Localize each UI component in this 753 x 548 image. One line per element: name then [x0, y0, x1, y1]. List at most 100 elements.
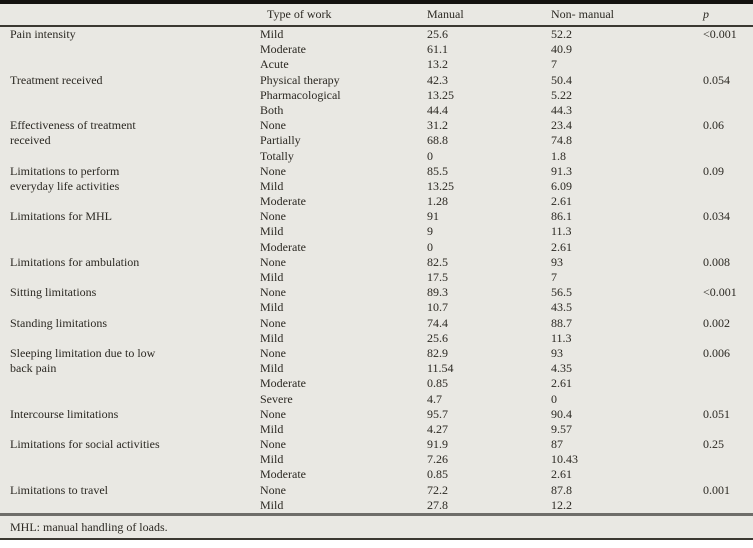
table-row: Moderate 0.85 2.61: [0, 376, 753, 392]
manual-value-cell: 27.8: [427, 497, 448, 512]
row-group-label: Pain intensity: [10, 27, 76, 41]
non-manual-value-cell: 90.4: [551, 406, 572, 421]
row-group-label: Limitations for MHL: [10, 209, 112, 224]
row-group-label: Treatment received: [10, 72, 103, 87]
row-group-label: Limitations for social activities: [10, 437, 160, 452]
header-non-manual: Non- manual: [551, 7, 614, 21]
non-manual-value-cell: 52.2: [551, 27, 572, 41]
p-value-cell: 0.034: [703, 209, 730, 224]
manual-value-cell: 13.25: [427, 178, 454, 193]
row-label-cell: Limitations for social activities: [0, 437, 260, 452]
row-label-cell: Limitations for MHL: [0, 209, 260, 224]
row-label-cell: [0, 42, 260, 57]
row-group-label: Limitations to perform everyday life act…: [10, 163, 120, 193]
non-manual-value-cell: 87.8: [551, 482, 572, 497]
table-row: Sitting limitations None 89.3 56.5 <0.001: [0, 285, 753, 301]
type-of-work-cell: Mild: [260, 224, 284, 239]
non-manual-value-cell: 7: [551, 57, 557, 72]
table-row: Moderate 1.28 2.61: [0, 194, 753, 210]
p-value-cell: 0.054: [703, 72, 730, 87]
manual-value-cell: 74.4: [427, 315, 448, 330]
table-row: Mild 10.7 43.5: [0, 300, 753, 316]
row-label-cell: Limitations to travel: [0, 483, 260, 498]
type-of-work-cell: Mild: [260, 178, 284, 193]
p-value-cell: [703, 376, 753, 391]
manual-value-cell: 82.5: [427, 254, 448, 269]
non-manual-value-cell: 2.61: [551, 194, 572, 209]
row-group-label: Sleeping limitation due to low back pain: [10, 345, 156, 376]
p-value-cell: [703, 300, 753, 315]
type-of-work-cell: None: [260, 163, 286, 178]
row-label-cell: [0, 270, 260, 285]
row-group-label: Limitations to travel: [10, 482, 108, 497]
type-of-work-cell: Moderate: [260, 467, 306, 482]
table-row: Intercourse limitations None 95.7 90.4 0.051: [0, 406, 753, 422]
p-value-cell: 0.25: [703, 437, 724, 452]
non-manual-value-cell: 56.5: [551, 285, 572, 300]
p-value-cell: 0.008: [703, 254, 730, 269]
p-value-cell: <0.001: [703, 285, 737, 300]
table-row: Moderate 0.85 2.61: [0, 467, 753, 483]
p-value-cell: [703, 270, 753, 285]
p-value-cell: 0.002: [703, 315, 730, 330]
table-row: Limitations to perform everyday life act…: [0, 163, 753, 193]
manual-value-cell: 0: [427, 148, 433, 163]
non-manual-value-cell: 74.8: [551, 133, 572, 148]
non-manual-value-cell: 2.61: [551, 467, 572, 482]
manual-value-cell: 25.6: [427, 27, 448, 41]
row-group-label: Sitting limitations: [10, 285, 97, 300]
header-p-value: p: [703, 7, 709, 21]
table-footnote-rule: [0, 513, 753, 516]
header-underline-rule: [0, 25, 753, 27]
manual-value-cell: 17.5: [427, 270, 448, 284]
type-of-work-cell: None: [260, 315, 286, 330]
manual-value-cell: 85.5: [427, 163, 448, 178]
non-manual-value-cell: 43.5: [551, 300, 572, 315]
row-label-cell: Limitations for ambulation: [0, 255, 260, 270]
non-manual-value-cell: 2.61: [551, 376, 572, 391]
p-value-cell: 0.09: [703, 163, 724, 178]
row-label-cell: Pain intensity: [0, 27, 260, 42]
type-of-work-cell: None: [260, 285, 286, 300]
type-of-work-cell: Physical therapy: [260, 72, 340, 87]
table-top-rule: [0, 0, 753, 4]
p-value-cell: [703, 452, 753, 467]
type-of-work-cell: None: [260, 254, 286, 269]
table-row: Standing limitations None 74.4 88.7 0.002: [0, 315, 753, 331]
manual-value-cell: 42.3: [427, 72, 448, 87]
p-value-cell: [703, 133, 753, 148]
p-value-cell: [703, 392, 753, 407]
p-value-cell: [703, 467, 753, 482]
table-row: Treatment received Physical therapy 42.3 50…: [0, 72, 753, 88]
non-manual-value-cell: 50.4: [551, 72, 572, 87]
p-value-cell: [703, 331, 753, 346]
table-row: Moderate 61.1 40.9: [0, 42, 753, 58]
table-row: Pharmacological 13.25 5.22: [0, 87, 753, 103]
p-value-cell: <0.001: [703, 27, 737, 41]
manual-value-cell: 82.9: [427, 345, 448, 360]
table-row: Mild 9 11.3: [0, 224, 753, 240]
manual-value-cell: 61.1: [427, 42, 448, 57]
non-manual-value-cell: 4.35: [551, 361, 572, 376]
type-of-work-cell: Moderate: [260, 194, 306, 209]
p-value-cell: [703, 179, 753, 194]
row-group-label: Intercourse limitations: [10, 406, 119, 421]
non-manual-value-cell: 93: [551, 254, 563, 269]
manual-value-cell: 72.2: [427, 482, 448, 497]
row-label-cell: [0, 224, 260, 239]
non-manual-value-cell: 10.43: [551, 452, 578, 467]
non-manual-value-cell: 11.3: [551, 224, 572, 239]
header-type-of-work: Type of work: [267, 7, 332, 21]
row-label-cell: [0, 361, 260, 376]
type-of-work-cell: Moderate: [260, 239, 306, 254]
row-label-cell: Standing limitations: [0, 316, 260, 331]
p-value-cell: [703, 361, 753, 376]
manual-value-cell: 7.26: [427, 452, 448, 467]
type-of-work-cell: None: [260, 482, 286, 497]
manual-value-cell: 4.7: [427, 391, 442, 406]
p-value-cell: [703, 42, 753, 57]
non-manual-value-cell: 23.4: [551, 118, 572, 133]
type-of-work-cell: Pharmacological: [260, 87, 341, 102]
